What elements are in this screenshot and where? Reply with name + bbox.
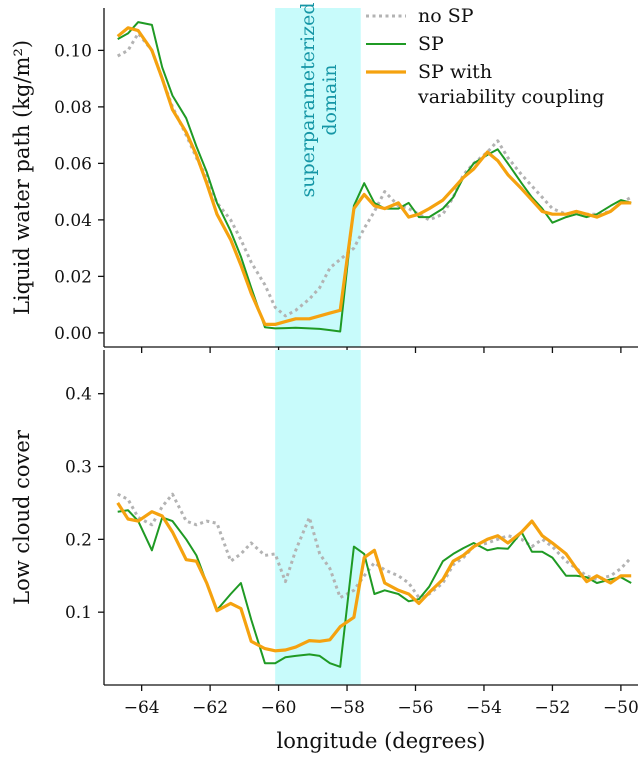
y-tick-label: 0.10	[54, 41, 92, 61]
bottom-y-axis-label: Low cloud cover	[10, 429, 34, 605]
annotation-line: superparameterized	[297, 2, 319, 197]
series-line-bottom-sp	[117, 509, 632, 668]
x-tick-label: −54	[466, 698, 502, 718]
top-y-axis-label: Liquid water path (kg/m²)	[10, 40, 34, 315]
y-tick-label: 0.04	[54, 211, 92, 231]
series-line-top-sp	[117, 21, 632, 333]
superparameterized-domain-label: superparameterizeddomain	[297, 2, 341, 197]
top-panel: 0.00 0.02 0.04 0.06 0.08 0.10 Liquid water pa…	[10, 2, 638, 353]
y-tick-label: 0.1	[65, 603, 92, 623]
y-tick-label: 0.08	[54, 98, 92, 118]
superparameterized-domain-band-bottom	[275, 350, 361, 685]
y-tick-label: 0.2	[65, 530, 92, 550]
legend: no SP SP SP with variability coupling	[366, 5, 604, 108]
x-axis-label: longitude (degrees)	[277, 729, 486, 753]
legend-label: SP with variability coupling	[417, 61, 604, 108]
series-line-top-sp-with-variability-coupling	[116, 26, 632, 326]
x-tick-label: −58	[329, 698, 365, 718]
y-tick-label: 0.3	[65, 458, 92, 478]
x-tick-label: −62	[192, 698, 228, 718]
legend-label: no SP	[418, 5, 474, 27]
y-tick-label: 0.02	[54, 267, 92, 287]
y-tick-label: 0.06	[54, 154, 92, 174]
y-tick-label: 0.00	[54, 324, 92, 344]
series-line-bottom-sp-with-variability-coupling	[116, 502, 632, 653]
annotation-line: domain	[319, 64, 341, 135]
x-tick-label: −60	[261, 698, 297, 718]
x-tick-label: −50	[603, 698, 638, 718]
bottom-panel: 0.1 0.2 0.3 0.4 −64 −62 −60 −58 −56 −54 −52 −50 Lo…	[10, 350, 638, 753]
x-tick-label: −64	[124, 698, 160, 718]
series-line-top-no-sp	[116, 31, 632, 318]
superparameterized-domain-band-top	[275, 8, 361, 347]
x-tick-label: −52	[534, 698, 570, 718]
legend-label: SP	[418, 33, 444, 55]
x-tick-label: −56	[398, 698, 434, 718]
y-tick-label: 0.4	[65, 385, 92, 405]
